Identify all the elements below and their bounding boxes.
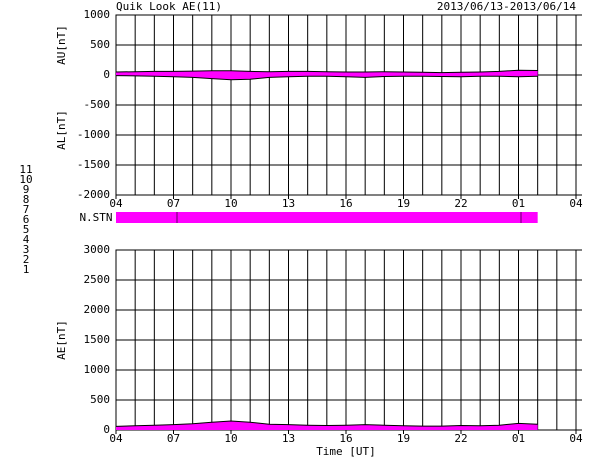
y-tick-label: 1500 <box>84 333 111 346</box>
y-tick-label: 2000 <box>84 303 111 316</box>
x-tick-label: 01 <box>512 432 525 445</box>
x-tick-label: 16 <box>339 432 352 445</box>
x-tick-label: 22 <box>454 432 467 445</box>
y-axis-label: AU[nT] <box>55 25 68 65</box>
x-tick-label: 07 <box>167 432 180 445</box>
nstn-label: N.STN <box>79 211 112 224</box>
y-tick-label: 1000 <box>84 363 111 376</box>
station-legend-label: 8 <box>23 193 30 206</box>
x-tick-label: 04 <box>569 197 583 210</box>
station-legend-label: 5 <box>23 223 30 236</box>
station-legend-label: 9 <box>23 183 30 196</box>
x-tick-label: 16 <box>339 197 352 210</box>
y-tick-label: 0 <box>103 423 110 436</box>
y-tick-label: -2000 <box>77 188 110 201</box>
y-tick-label: 1000 <box>84 8 111 21</box>
x-tick-label: 19 <box>397 197 410 210</box>
station-legend-label: 10 <box>19 173 32 186</box>
y-tick-label: 0 <box>103 68 110 81</box>
x-tick-label: 10 <box>224 197 237 210</box>
area <box>116 70 538 75</box>
x-tick-label: 10 <box>224 432 237 445</box>
station-legend-label: 1 <box>23 263 30 276</box>
x-axis-label: Time [UT] <box>316 445 376 458</box>
x-tick-label: 01 <box>512 197 525 210</box>
y-tick-label: 3000 <box>84 243 111 256</box>
station-legend-label: 11 <box>19 163 32 176</box>
station-legend-label: 3 <box>23 243 30 256</box>
series-line <box>115 420 538 427</box>
x-tick-label: 04 <box>109 432 123 445</box>
y-tick-label: -1500 <box>77 158 110 171</box>
x-tick-label: 22 <box>454 197 467 210</box>
y-tick-label: -500 <box>84 98 111 111</box>
x-tick-label: 13 <box>282 197 295 210</box>
date-range: 2013/06/13-2013/06/14 <box>437 0 576 13</box>
x-tick-label: 13 <box>282 432 295 445</box>
station-legend-label: 4 <box>23 233 30 246</box>
station-legend-label: 7 <box>23 203 30 216</box>
x-tick-label: 07 <box>167 197 180 210</box>
chart-title: Quik Look AE(11) <box>116 0 222 13</box>
y-axis-label: AL[nT] <box>55 110 68 150</box>
y-tick-label: 500 <box>90 38 110 51</box>
y-tick-label: -1000 <box>77 128 110 141</box>
series-line <box>115 69 538 74</box>
y-tick-label: 500 <box>90 393 110 406</box>
x-tick-label: 19 <box>397 432 410 445</box>
y-tick-label: 2500 <box>84 273 111 286</box>
x-tick-label: 04 <box>569 432 583 445</box>
series-line <box>115 75 538 81</box>
x-tick-label: 04 <box>109 197 123 210</box>
nstn-bar <box>116 212 538 223</box>
station-legend-label: 6 <box>23 213 30 226</box>
station-legend-label: 2 <box>23 253 30 266</box>
y-axis-label: AE[nT] <box>55 320 68 360</box>
